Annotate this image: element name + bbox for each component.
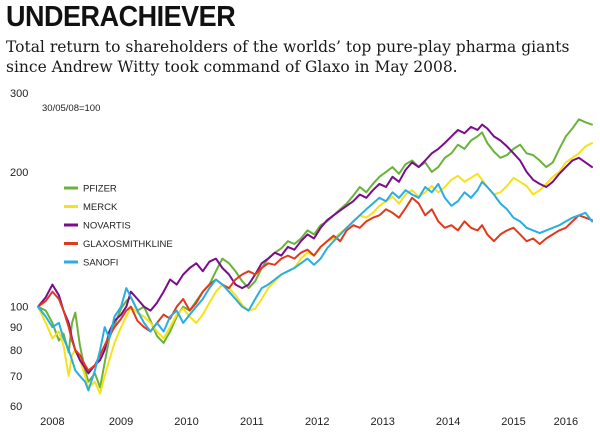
- legend-label-novartis: NOVARTIS: [83, 221, 131, 232]
- legend-label-pfizer: PFIZER: [83, 184, 117, 195]
- y-tick-label: 70: [10, 371, 22, 383]
- x-tick-label: 2008: [40, 416, 64, 428]
- base-note: 30/05/08=100: [42, 103, 100, 114]
- x-tick-label: 2014: [436, 416, 460, 428]
- y-tick-label: 100: [10, 302, 28, 314]
- legend-label-sanofi: SANOFI: [83, 258, 118, 269]
- legend-label-merck: MERCK: [83, 202, 118, 213]
- x-tick-label: 2012: [305, 416, 329, 428]
- x-tick-label: 2009: [109, 416, 133, 428]
- chart-title: UNDERACHIEVER: [6, 1, 236, 33]
- x-axis: 2008 2009 2010 2011 2012 2013 2014 2015 2016: [40, 416, 578, 428]
- y-tick-label: 60: [10, 401, 22, 413]
- x-tick-label: 2010: [174, 416, 198, 428]
- y-tick-label: 80: [10, 345, 22, 357]
- series-line-glaxosmithkline: [37, 196, 593, 372]
- legend-label-glaxosmithkline: GLAXOSMITHKLINE: [83, 239, 173, 250]
- y-tick-label: 300: [10, 88, 28, 100]
- series-line-sanofi: [37, 180, 593, 392]
- y-tick-label: 90: [10, 322, 22, 334]
- series-lines: [37, 118, 593, 395]
- series-line-merck: [37, 142, 593, 395]
- x-tick-label: 2011: [240, 416, 264, 428]
- x-tick-label: 2016: [554, 416, 578, 428]
- chart-subtitle: Total return to shareholders of the worl…: [6, 38, 570, 76]
- y-tick-label: 200: [10, 167, 28, 179]
- legend: PFIZER MERCK NOVARTIS GLAXOSMITHKLINE SANOFI: [64, 184, 173, 269]
- x-tick-label: 2013: [370, 416, 394, 428]
- y-axis: 300 200 100 90 80 70 60: [10, 88, 28, 413]
- x-tick-label: 2015: [501, 416, 525, 428]
